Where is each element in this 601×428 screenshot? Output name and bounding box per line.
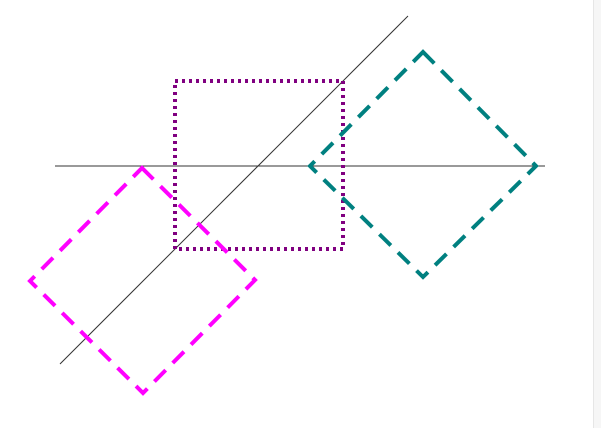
purple-dotted-square	[173, 79, 345, 251]
teal-dashed-diamond	[307, 49, 539, 280]
scrollbar-track[interactable]	[593, 0, 601, 428]
magenta-dashed-rectangle	[27, 165, 258, 396]
diagonal-line	[59, 15, 409, 365]
